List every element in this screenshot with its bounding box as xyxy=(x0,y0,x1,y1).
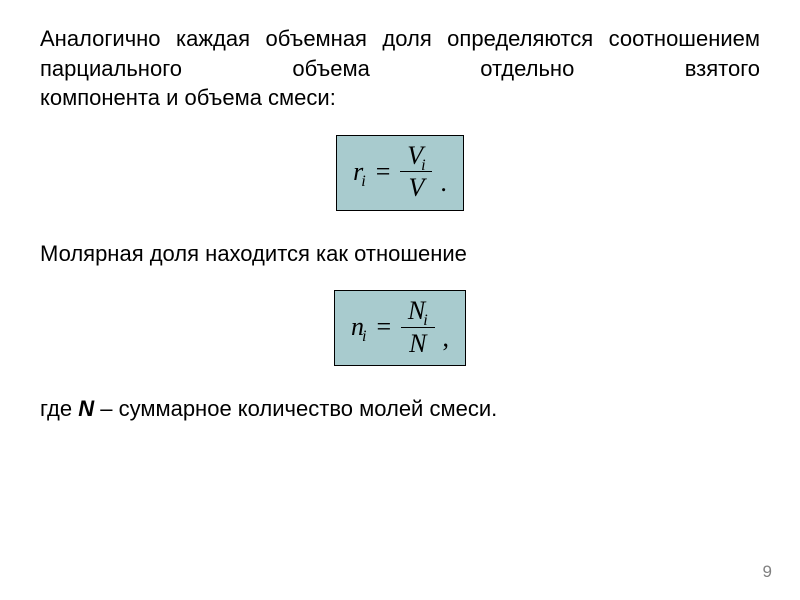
para3-suffix: – суммарное количество молей смеси. xyxy=(94,396,497,421)
formula-2: ni = Ni N , xyxy=(351,297,449,357)
paragraph-1: Аналогично каждая объемная доля определя… xyxy=(40,24,760,113)
equals-sign: = xyxy=(376,314,391,340)
f1-num-sub: i xyxy=(421,157,425,174)
f2-fraction: Ni N xyxy=(401,297,434,357)
paragraph-2: Молярная доля находится как отношение xyxy=(40,239,760,269)
formula-1-box: ri = Vi V . xyxy=(336,135,464,211)
f2-lhs-sub: i xyxy=(362,328,366,345)
formula-2-row: ni = Ni N , xyxy=(40,290,760,366)
para3-prefix: где xyxy=(40,396,78,421)
f2-lhs: ni xyxy=(351,314,366,340)
f1-tail: . xyxy=(440,170,447,196)
f1-lhs: ri xyxy=(353,159,366,185)
slide-page: Аналогично каждая объемная доля определя… xyxy=(0,0,800,600)
f2-numerator: Ni xyxy=(404,297,432,326)
f2-denominator: N xyxy=(401,327,434,357)
f2-num-sub: i xyxy=(423,312,427,329)
page-number: 9 xyxy=(763,562,772,582)
f1-lhs-sub: i xyxy=(361,173,365,190)
para1-last-line: компонента и объема смеси: xyxy=(40,83,760,113)
formula-1-row: ri = Vi V . xyxy=(40,135,760,211)
f2-tail: , xyxy=(443,325,450,351)
para1-text: Аналогично каждая объемная доля определя… xyxy=(40,26,760,81)
para3-var: N xyxy=(78,396,94,421)
f1-numerator: Vi xyxy=(403,142,429,171)
f1-fraction: Vi V xyxy=(400,142,432,202)
formula-1: ri = Vi V . xyxy=(353,142,447,202)
equals-sign: = xyxy=(376,159,391,185)
f1-denominator: V xyxy=(400,171,432,201)
formula-2-box: ni = Ni N , xyxy=(334,290,466,366)
paragraph-3: где N – суммарное количество молей смеси… xyxy=(40,394,760,424)
